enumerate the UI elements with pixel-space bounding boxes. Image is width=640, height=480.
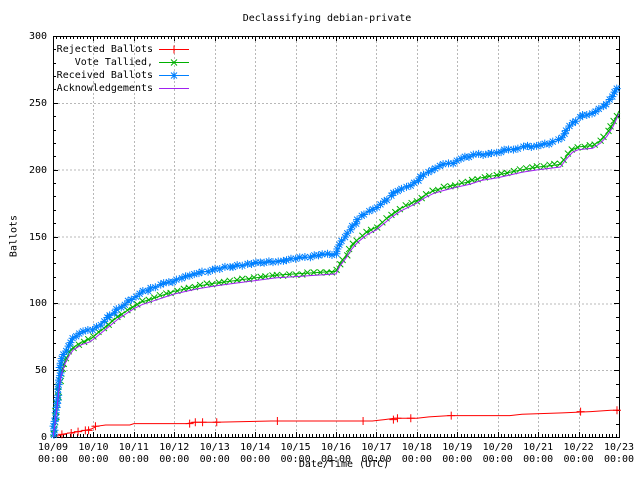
x-tick-label: 10/15 00:00: [280, 442, 311, 465]
legend-plus-sample-icon: [159, 45, 189, 54]
y-tick-label: 300: [28, 31, 47, 42]
legend-item-rejected-ballots: Rejected Ballots: [56, 43, 191, 56]
legend-item-received-ballots: Received Ballots: [56, 69, 191, 82]
x-tick-label: 10/22 00:00: [563, 442, 594, 465]
legend-asterisk-sample-icon: [159, 71, 189, 80]
legend: Rejected Ballots Vote Tallied, Received Ba…: [56, 43, 191, 95]
legend-item-vote-tallied: Vote Tallied,: [56, 56, 191, 69]
x-tick-label: 10/19 00:00: [442, 442, 473, 465]
x-tick-label: 10/23 00:00: [603, 442, 635, 465]
x-tick-label: 10/16 00:00: [320, 442, 352, 465]
x-tick-label: 10/10 00:00: [78, 442, 109, 465]
x-tick-label: 10/21 00:00: [523, 442, 554, 465]
x-tick-label: 10/14 00:00: [240, 442, 271, 465]
y-tick-label: 100: [28, 298, 47, 310]
legend-none-sample-icon: [159, 88, 189, 89]
x-tick-label: 10/13 00:00: [199, 442, 230, 465]
x-tick-label: 10/12 00:00: [159, 442, 190, 465]
legend-label: Vote Tallied,: [74, 57, 153, 68]
y-tick-label: 150: [28, 231, 47, 243]
chart-title: Declassifying debian-private: [242, 13, 412, 24]
x-tick-label: 10/17 00:00: [361, 442, 392, 465]
x-tick-label: 10/11 00:00: [118, 442, 149, 465]
legend-label: Acknowledgements: [56, 83, 153, 94]
legend-item-acknowledgements: Acknowledgements: [56, 82, 191, 95]
x-tick-label: 10/09 00:00: [37, 442, 69, 465]
y-tick-label: 200: [28, 164, 47, 176]
x-tick-label: 10/18 00:00: [401, 442, 432, 465]
y-tick-label: 250: [28, 97, 47, 109]
legend-label: Rejected Ballots: [56, 44, 153, 55]
legend-cross-sample-icon: [159, 59, 189, 66]
y-tick-label: 50: [34, 365, 47, 377]
x-tick-label: 10/20 00:00: [482, 442, 513, 465]
y-tick-label: 0: [40, 432, 47, 443]
legend-label: Received Ballots: [56, 70, 153, 81]
x-axis-title: Date/Time (UTC): [298, 459, 390, 470]
